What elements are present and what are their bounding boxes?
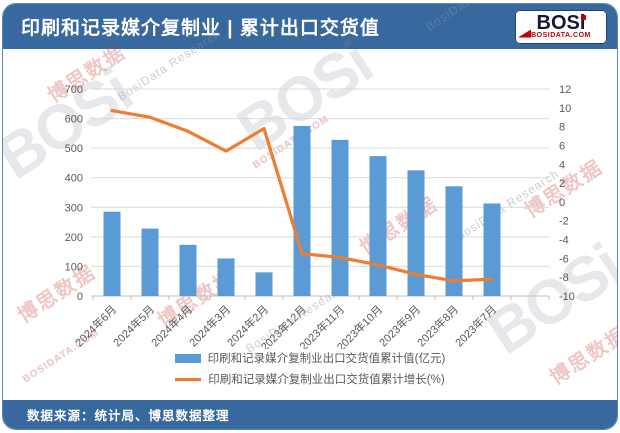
bar-2023年11月 (331, 139, 349, 296)
right-axis-tick-label: 2 (559, 178, 565, 190)
chart-legend: 印刷和记录媒介复制业出口交货值累计值(亿元) 印刷和记录媒介复制业出口交货值累计… (3, 350, 617, 387)
header-bar: 印刷和记录媒介复制业 | 累计出口交货值 BOSi BOSIDATA.COM (3, 4, 617, 49)
legend-line-swatch (175, 377, 202, 381)
combo-chart: 0 100 200 300 400 500 600 700 -10 -8 -6 -4 -2 0 2 4 6 8 10… (65, 84, 575, 349)
bar-2023年12月 (293, 125, 311, 296)
right-axis-tick-label: 12 (559, 84, 571, 96)
bar-2024年6月 (103, 211, 121, 296)
left-axis-tick-label: 600 (65, 114, 83, 126)
left-axis-tick-label: 200 (65, 232, 83, 244)
legend-item-bar-series: 印刷和记录媒介复制业出口交货值累计值(亿元) (174, 350, 446, 366)
footer-bar: 数据来源：统计局、博思数据整理 (3, 400, 617, 429)
right-axis-tick-label: 6 (559, 140, 565, 152)
right-axis-tick-label: -6 (559, 253, 569, 265)
legend-bar-swatch (174, 353, 201, 363)
bar-2024年5月 (141, 228, 159, 296)
page-title: 印刷和记录媒介复制业 | 累计出口交货值 (21, 18, 380, 39)
bar-2024年2月 (255, 272, 273, 296)
data-source-text: 数据来源：统计局、博思数据整理 (27, 409, 230, 423)
legend-item-line-series: 印刷和记录媒介复制业出口交货值累计增长(%) (175, 371, 445, 387)
legend-bar-label: 印刷和记录媒介复制业出口交货值累计值(亿元) (207, 353, 446, 365)
right-axis-tick-label: -4 (559, 235, 569, 247)
right-axis-tick-label: -2 (559, 216, 569, 228)
right-axis-tick-label: 8 (559, 122, 565, 134)
logo-domain-text: BOSIDATA.COM (531, 31, 591, 39)
bar-2024年4月 (179, 244, 197, 296)
left-axis-tick-label: 400 (65, 173, 83, 185)
growth-line (110, 108, 494, 283)
left-axis-tick-label: 500 (65, 143, 83, 155)
bar-2024年3月 (217, 258, 235, 296)
logo-red-dot (581, 14, 587, 20)
bosi-logo: BOSi BOSIDATA.COM (515, 9, 607, 44)
bar-2023年9月 (407, 170, 425, 296)
right-axis-tick-label: -10 (559, 291, 575, 303)
bar-2023年8月 (445, 186, 463, 296)
x-axis-category-label: 2023年7月 (452, 302, 499, 349)
logo-flag-icon (518, 29, 531, 38)
left-axis-tick-label: 700 (65, 84, 83, 96)
bar-2023年10月 (369, 156, 387, 296)
logo-brand-text: BOSi (536, 11, 587, 34)
right-axis-tick-label: 0 (559, 197, 565, 209)
left-axis-tick-label: 300 (65, 202, 83, 214)
chart-body: 0 100 200 300 400 500 600 700 -10 -8 -6 -4 -2 0 2 4 6 8 10… (3, 49, 617, 400)
chart-card: 印刷和记录媒介复制业 | 累计出口交货值 BOSi BOSIDATA.COM 0… (2, 3, 618, 430)
right-axis-tick-label: -8 (559, 272, 569, 284)
right-axis-tick-label: 4 (559, 159, 565, 171)
bar-2023年7月 (483, 203, 501, 296)
left-axis-tick-label: 0 (77, 291, 83, 303)
legend-line-label: 印刷和记录媒介复制业出口交货值累计增长(%) (208, 374, 445, 386)
right-axis-tick-label: 10 (559, 103, 571, 115)
left-axis-tick-label: 100 (65, 261, 83, 273)
